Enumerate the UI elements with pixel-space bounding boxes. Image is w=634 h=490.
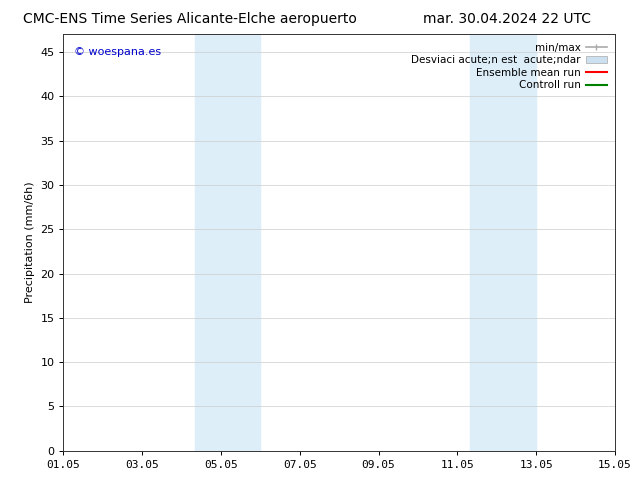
Text: © woespana.es: © woespana.es — [74, 47, 162, 57]
Y-axis label: Precipitation (mm/6h): Precipitation (mm/6h) — [25, 182, 35, 303]
Legend: min/max, Desviaci acute;n est  acute;ndar, Ensemble mean run, Controll run: min/max, Desviaci acute;n est acute;ndar… — [408, 40, 610, 94]
Bar — [195, 34, 261, 451]
Bar — [470, 34, 536, 451]
Text: mar. 30.04.2024 22 UTC: mar. 30.04.2024 22 UTC — [424, 12, 591, 26]
Text: CMC-ENS Time Series Alicante-Elche aeropuerto: CMC-ENS Time Series Alicante-Elche aerop… — [23, 12, 357, 26]
